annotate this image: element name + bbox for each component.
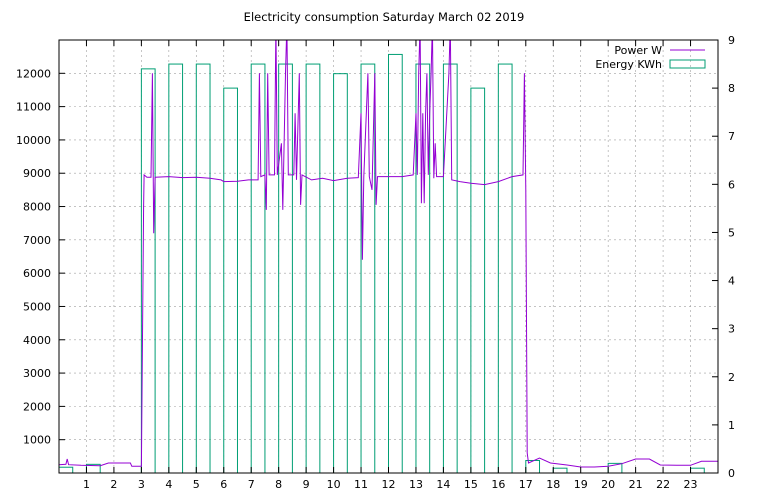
x-tick-label: 12: [382, 478, 396, 491]
y-right-tick-label: 4: [728, 275, 735, 288]
x-tick-label: 23: [684, 478, 698, 491]
y-left-tick-label: 11000: [16, 101, 51, 114]
x-tick-label: 7: [248, 478, 255, 491]
power-line-path: [59, 40, 718, 468]
power-line: [59, 40, 718, 468]
y-left-tick-label: 8000: [23, 201, 51, 214]
y-left-tick-label: 1000: [23, 434, 51, 447]
y-right-tick-label: 9: [728, 34, 735, 47]
energy-bar: [470, 87, 486, 474]
energy-bar: [305, 63, 321, 474]
x-tick-label: 1: [83, 478, 90, 491]
y-left-tick-label: 6000: [23, 267, 51, 280]
x-tick-label: 15: [464, 478, 478, 491]
y-left-tick-label: 3000: [23, 367, 51, 380]
y-right-tick-label: 7: [728, 130, 735, 143]
energy-bar: [525, 459, 541, 474]
y-left-tick-label: 10000: [16, 134, 51, 147]
x-tick-label: 10: [327, 478, 341, 491]
y-right-tick-label: 3: [728, 323, 735, 336]
x-tick-label: 2: [110, 478, 117, 491]
x-tick-label: 11: [354, 478, 368, 491]
axes: 1 2 3 4 5 6 7 8 9 10 11 12 13 14 15 16 17 18 19 20 21 22 23100…: [16, 34, 735, 491]
x-tick-label: 9: [303, 478, 310, 491]
x-tick-label: 16: [491, 478, 505, 491]
energy-bar: [497, 63, 513, 474]
legend-swatch-energy: [669, 59, 706, 69]
energy-bar: [223, 87, 238, 474]
y-left-tick-label: 9000: [23, 167, 51, 180]
y-left-tick-label: 12000: [16, 67, 51, 80]
y-right-tick-label: 2: [728, 371, 735, 384]
y-left-tick-label: 2000: [23, 400, 51, 413]
energy-bar: [442, 63, 458, 474]
energy-bar: [250, 63, 266, 474]
x-tick-label: 14: [436, 478, 450, 491]
x-tick-label: 19: [574, 478, 588, 491]
energy-bar: [278, 63, 293, 474]
legend-label-power: Power W: [614, 44, 662, 57]
chart-title: Electricity consumption Saturday March 0…: [243, 10, 525, 24]
y-left-tick-label: 5000: [23, 300, 51, 313]
y-left-tick-label: 4000: [23, 334, 51, 347]
x-tick-label: 22: [656, 478, 670, 491]
x-tick-label: 8: [275, 478, 282, 491]
x-tick-label: 21: [629, 478, 643, 491]
y-right-tick-label: 1: [728, 419, 735, 432]
x-tick-label: 3: [138, 478, 145, 491]
energy-bar: [58, 466, 74, 474]
y-left-tick-label: 7000: [23, 234, 51, 247]
energy-bar: [552, 467, 568, 474]
y-right-tick-label: 8: [728, 82, 735, 95]
legend-label-energy: Energy KWh: [595, 58, 662, 71]
energy-bar: [195, 63, 211, 474]
x-tick-label: 20: [601, 478, 615, 491]
y-right-tick-label: 5: [728, 226, 735, 239]
energy-bar: [168, 63, 184, 474]
x-tick-label: 18: [546, 478, 560, 491]
x-tick-label: 17: [519, 478, 533, 491]
x-tick-label: 4: [165, 478, 172, 491]
x-tick-label: 13: [409, 478, 423, 491]
y-right-tick-label: 0: [728, 467, 735, 480]
energy-bar: [360, 63, 376, 474]
energy-bar: [690, 467, 705, 474]
y-right-tick-label: 6: [728, 178, 735, 191]
x-tick-label: 6: [220, 478, 227, 491]
energy-bar: [388, 53, 403, 474]
x-tick-label: 5: [193, 478, 200, 491]
energy-bars: [58, 53, 705, 474]
